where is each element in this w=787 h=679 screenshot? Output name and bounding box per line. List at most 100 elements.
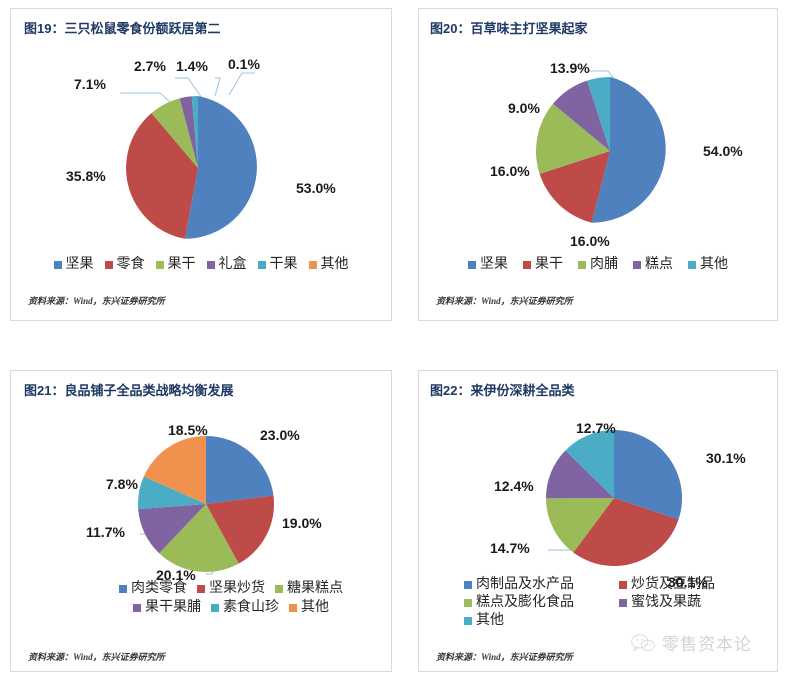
fig21-label-5: 18.5% — [168, 422, 208, 438]
slice-素食山珍 — [137, 476, 206, 510]
legend-label-0: 肉类零食 — [131, 581, 187, 596]
fig21-pie — [137, 436, 274, 575]
panel-fig19: 图19：三只松鼠零食份额跃居第二 — [10, 8, 392, 321]
legend-item-3[interactable]: 礼盒 — [206, 257, 247, 272]
slice-干果 — [191, 96, 198, 168]
legend-swatch-cyan — [688, 261, 696, 269]
legend-item-0[interactable]: 坚果 — [468, 258, 508, 272]
legend-item-2[interactable]: 果干 — [155, 257, 196, 272]
legend-label-4: 素食山珍 — [223, 600, 279, 615]
fig21-legend: 肉类零食 坚果炒货 糖果糕点 果干果脯 素食山珍 其他 — [106, 582, 356, 615]
legend-swatch-green — [275, 585, 283, 593]
legend-item-5[interactable]: 其他 — [308, 258, 349, 272]
slice-肉制品及水产品 — [614, 430, 683, 520]
legend-item-4[interactable]: 干果 — [257, 258, 298, 272]
legend-item-3[interactable]: 果干果脯 — [133, 601, 201, 615]
legend-swatch-cyan — [211, 604, 219, 612]
fig21-chart: 23.0% 19.0% 20.1% 11.7% 7.8% 18.5% — [10, 402, 392, 592]
legend-swatch-green — [155, 261, 164, 269]
legend-label-2: 糖果糕点 — [287, 581, 343, 596]
legend-item-4[interactable]: 其他 — [464, 614, 619, 628]
fig22-label-1: 30.1% — [668, 574, 708, 590]
legend-item-2[interactable]: 糖果糕点 — [275, 582, 343, 596]
fig22-label-3: 12.4% — [494, 478, 534, 494]
legend-swatch-red — [523, 261, 531, 269]
legend-item-1[interactable]: 零食 — [104, 258, 145, 272]
fig22-pie — [545, 430, 683, 567]
fig19-title: 图19：三只松鼠零食份额跃居第二 — [24, 21, 221, 36]
fig20-source: 资料来源：Wind，东兴证券研究所 — [436, 296, 573, 306]
legend-item-2[interactable]: 糕点及膨化食品 — [464, 596, 619, 610]
slice-礼盒 — [179, 96, 198, 168]
slice-果干 — [151, 98, 198, 168]
legend-label-0: 坚果 — [480, 257, 508, 272]
slice-糖果糕点 — [159, 504, 239, 572]
legend-item-1[interactable]: 炒货及豆制品 — [619, 578, 774, 592]
panel-fig21-border — [10, 370, 392, 672]
fig22-source: 资料来源：Wind，东兴证券研究所 — [436, 652, 573, 662]
legend-label-3: 蜜饯及果蔬 — [631, 595, 701, 610]
fig22-slices — [545, 430, 683, 567]
slice-零食 — [126, 113, 198, 239]
slice-肉类零食 — [206, 436, 274, 504]
fig19-label-0: 53.0% — [296, 180, 336, 196]
legend-item-3[interactable]: 糕点 — [633, 258, 673, 272]
slice-肉脯 — [535, 103, 610, 174]
legend-item-1[interactable]: 坚果炒货 — [197, 582, 265, 596]
legend-label-1: 炒货及豆制品 — [631, 577, 715, 592]
legend-item-5[interactable]: 其他 — [289, 601, 329, 615]
fig22-label-2: 14.7% — [490, 540, 530, 556]
fig19-legend: 坚果 零食 果干 礼盒 干果 其他 — [50, 258, 352, 272]
fig20-label-0: 54.0% — [703, 143, 743, 159]
legend-item-3[interactable]: 蜜饯及果蔬 — [619, 596, 774, 610]
fig19-pie — [120, 72, 257, 239]
legend-label-3: 果干果脯 — [145, 600, 201, 615]
slice-其他 — [587, 76, 610, 151]
legend-label-2: 果干 — [167, 257, 196, 272]
fig20-pie — [535, 70, 666, 223]
panel-fig22-border — [418, 370, 778, 672]
fig19-label-2: 7.1% — [74, 76, 106, 92]
slice-坚果炒货 — [206, 495, 274, 564]
panel-fig22: 图22：来伊份深耕全品类 — [418, 370, 778, 672]
legend-item-1[interactable]: 果干 — [523, 258, 563, 272]
legend-swatch-blue — [468, 261, 476, 269]
slice-蜜饯及果蔬 — [545, 450, 614, 499]
legend-swatch-red — [197, 585, 205, 593]
fig21-label-0: 23.0% — [260, 427, 300, 443]
wechat-icon — [631, 633, 655, 652]
panel-fig21: 图21：良品铺子全品类战略均衡发展 — [10, 370, 392, 672]
slice-糕点 — [553, 80, 610, 151]
slice-糕点及膨化食品 — [546, 498, 614, 553]
slice-果干 — [539, 151, 610, 223]
legend-item-0[interactable]: 肉类零食 — [119, 582, 187, 596]
legend-label-3: 礼盒 — [218, 257, 247, 272]
fig21-title: 图21：良品铺子全品类战略均衡发展 — [24, 383, 234, 398]
legend-label-0: 肉制品及水产品 — [476, 577, 574, 592]
legend-item-4[interactable]: 其他 — [688, 258, 728, 272]
panel-fig20-border — [418, 8, 778, 321]
slice-坚果 — [184, 96, 257, 239]
slice-果干果脯 — [138, 504, 206, 554]
slice-其他 — [565, 430, 614, 498]
legend-item-2[interactable]: 肉脯 — [578, 258, 618, 272]
legend-item-0[interactable]: 坚果 — [53, 257, 94, 272]
legend-swatch-red — [619, 581, 627, 589]
panel-fig20: 图20：百草味主打坚果起家 — [418, 8, 778, 321]
legend-swatch-purple — [619, 599, 627, 607]
legend-item-0[interactable]: 肉制品及水产品 — [464, 578, 619, 592]
fig19-source: 资料来源：Wind，东兴证券研究所 — [28, 296, 165, 306]
legend-label-2: 糕点及膨化食品 — [476, 595, 574, 610]
fig22-legend: 肉制品及水产品 炒货及豆制品 糕点及膨化食品 蜜饯及果蔬 其他 — [464, 578, 774, 628]
legend-label-4: 其他 — [476, 613, 504, 628]
fig21-label-2: 20.1% — [156, 567, 196, 583]
legend-swatch-red — [104, 261, 113, 269]
fig21-source: 资料来源：Wind，东兴证券研究所 — [28, 652, 165, 662]
fig21-label-1: 19.0% — [282, 515, 322, 531]
fig22-label-4: 12.7% — [576, 420, 616, 436]
legend-label-0: 坚果 — [65, 257, 94, 272]
legend-swatch-blue — [53, 261, 62, 269]
legend-item-4[interactable]: 素食山珍 — [211, 601, 279, 615]
legend-swatch-cyan — [257, 261, 266, 269]
